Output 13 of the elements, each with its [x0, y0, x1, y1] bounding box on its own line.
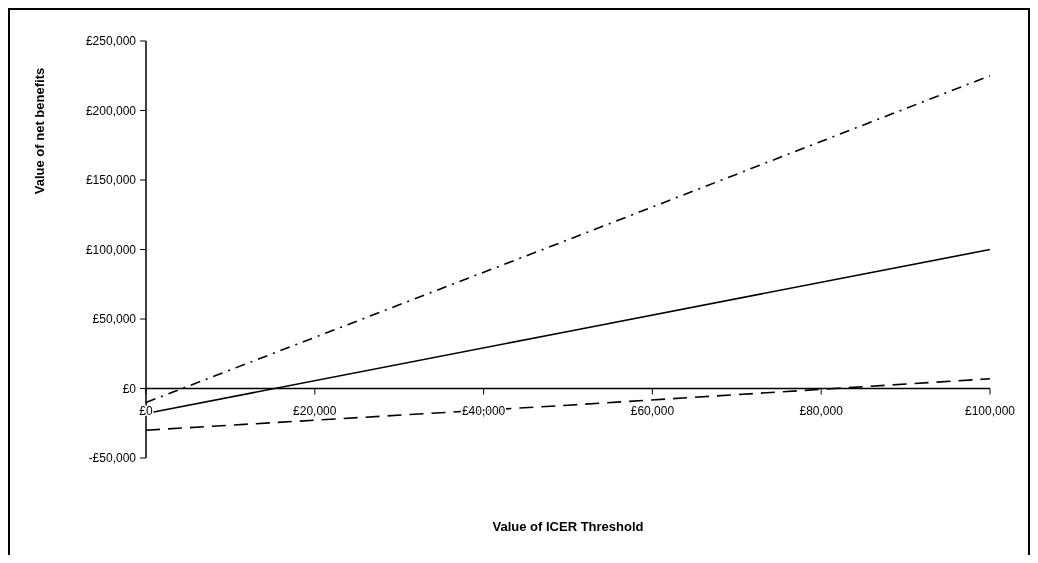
x-tick-label: £100,000: [964, 403, 1016, 418]
y-tick-label: £50,000: [92, 312, 137, 327]
x-axis-title: Value of ICER Threshold: [492, 519, 644, 534]
x-tick-label: £20,000: [293, 403, 337, 418]
y-axis-title: Value of net benefits: [32, 67, 47, 195]
y-tick-label: £100,000: [85, 242, 137, 257]
y-tick-label: £250,000: [85, 34, 137, 49]
y-tick-label: -£50,000: [88, 451, 137, 466]
y-tick-label: £150,000: [85, 173, 137, 188]
x-tick-label: £80,000: [799, 403, 844, 418]
x-tick-label: £60,000: [630, 403, 675, 418]
y-tick-label: £200,000: [85, 103, 137, 118]
y-tick-label: £0: [122, 381, 137, 396]
